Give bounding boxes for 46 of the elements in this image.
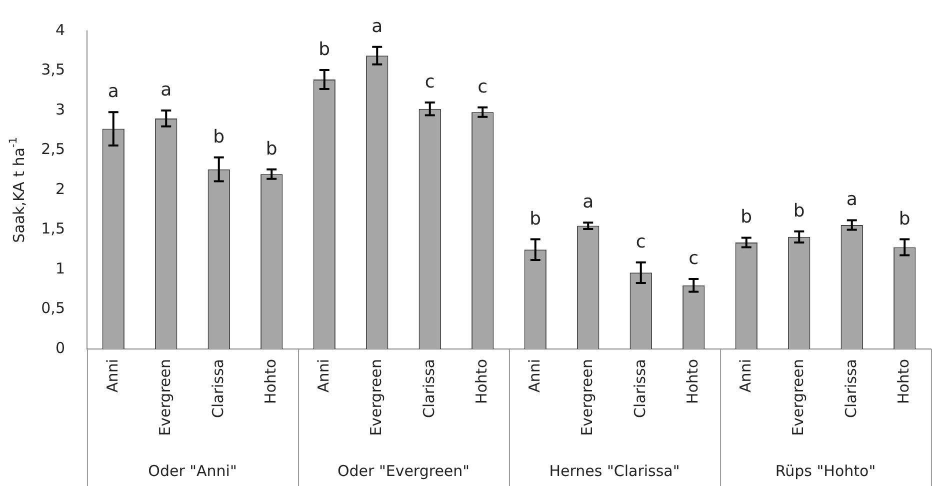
data-label: c [424, 72, 435, 93]
x-tick-label: Anni [736, 359, 754, 392]
x-tick-label: Clarissa [630, 359, 649, 418]
data-label: c [636, 231, 646, 252]
text: Oder "Anni" [148, 462, 237, 480]
data-label: b [318, 38, 330, 60]
x-tick-label: Clarissa [208, 359, 227, 418]
data-label: b [740, 206, 752, 228]
x-tick-label: Hohto [684, 359, 702, 404]
data-label: a [160, 80, 172, 100]
x-tick-label: Anni [314, 359, 332, 392]
x-tick-label: Evergreen [367, 359, 386, 436]
data-label: a [108, 81, 119, 102]
x-tick-label: Evergreen [156, 359, 174, 436]
y-tick-label: 0 [55, 338, 65, 357]
y-tick-label: 0,5 [41, 299, 65, 318]
text: Oder "Evergreen" [337, 462, 470, 480]
data-label: b [530, 208, 542, 230]
data-label: a [582, 192, 594, 213]
x-tick-label: Anni [103, 359, 122, 392]
y-tick-label: 2 [55, 180, 65, 198]
data-label: b [266, 138, 278, 160]
text: Hernes "Clarissa" [549, 462, 680, 480]
data-label: c [478, 76, 488, 98]
x-tick-label: Evergreen [578, 359, 596, 436]
x-tick-label: Hohto [894, 359, 913, 404]
x-tick-label: Anni [525, 359, 544, 392]
x-tick-label: Hohto [472, 359, 491, 404]
x-tick-label: Clarissa [842, 359, 860, 418]
y-tick-label: 3,5 [41, 60, 65, 79]
data-label: b [213, 126, 225, 148]
x-tick-label: Clarissa [420, 359, 438, 418]
y-axis-title: Saak,KA t ha-1 [8, 137, 28, 243]
text: Rüps "Hohto" [775, 462, 876, 480]
data-label: c [688, 248, 699, 270]
y-tick-label: 3 [55, 100, 65, 118]
y-tick-label: 4 [55, 20, 65, 39]
x-tick-label: Evergreen [789, 359, 808, 436]
y-tick-label: 2,5 [41, 140, 65, 158]
data-label: a [846, 189, 858, 210]
y-tick-label: 1,5 [41, 220, 65, 238]
data-label: b [898, 208, 910, 230]
data-label: a [372, 16, 383, 37]
y-tick-label: 1 [55, 259, 65, 278]
data-label: b [793, 200, 805, 222]
x-tick-label: Hohto [262, 359, 280, 404]
